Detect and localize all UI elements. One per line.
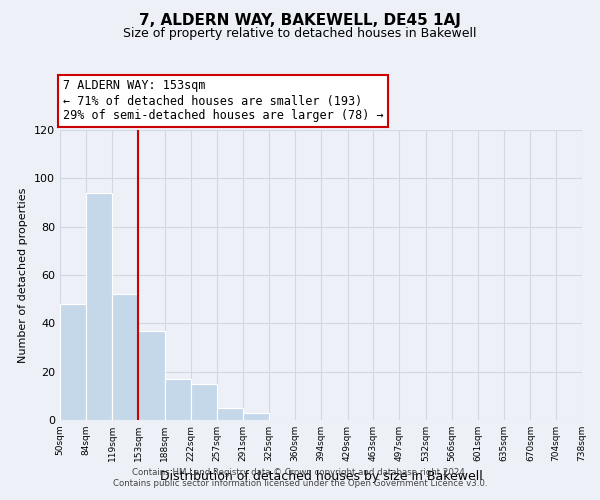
Text: Size of property relative to detached houses in Bakewell: Size of property relative to detached ho… [123, 28, 477, 40]
Bar [60, 304, 86, 420]
Bar [112, 294, 138, 420]
Bar [243, 413, 269, 420]
Text: 7 ALDERN WAY: 153sqm
← 71% of detached houses are smaller (193)
29% of semi-deta: 7 ALDERN WAY: 153sqm ← 71% of detached h… [63, 80, 383, 122]
Bar [86, 193, 112, 420]
X-axis label: Distribution of detached houses by size in Bakewell: Distribution of detached houses by size … [160, 470, 482, 482]
Text: 7, ALDERN WAY, BAKEWELL, DE45 1AJ: 7, ALDERN WAY, BAKEWELL, DE45 1AJ [139, 12, 461, 28]
Bar [138, 330, 165, 420]
Bar [165, 379, 191, 420]
Bar [217, 408, 243, 420]
Y-axis label: Number of detached properties: Number of detached properties [19, 188, 28, 362]
Text: Contains HM Land Registry data © Crown copyright and database right 2024.
Contai: Contains HM Land Registry data © Crown c… [113, 468, 487, 487]
Bar [191, 384, 217, 420]
